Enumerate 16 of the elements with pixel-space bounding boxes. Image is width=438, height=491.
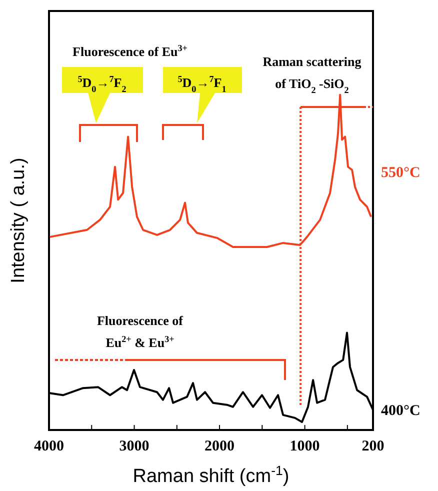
y-axis-title: Intensity ( a.u.) bbox=[8, 158, 29, 284]
x-tick-label: 200 bbox=[362, 438, 384, 455]
annotation: of TiO$_{2}$ -SiO$_{2}$ bbox=[275, 76, 350, 95]
series-label: 550°C bbox=[381, 165, 420, 182]
text: Fluorescence of Eu$^{3+}$ bbox=[72, 43, 188, 59]
annotation: Fluorescence of bbox=[96, 313, 184, 328]
text: $^{5}$D$_{0}$→$^{7}$F$_{2}$ bbox=[78, 74, 127, 94]
x-tick-label: 4000 bbox=[34, 438, 64, 455]
x-tick-label: 1000 bbox=[290, 438, 320, 455]
x-tick-label: 2000 bbox=[204, 438, 235, 455]
text: $^{5}$D$_{0}$→$^{7}$F$_{1}$ bbox=[178, 74, 227, 94]
x-tick-label: 3000 bbox=[119, 438, 150, 455]
annotation: Eu$^{2+}$ & Eu$^{3+}$ bbox=[106, 334, 174, 350]
x-axis-title: Raman shift (cm$^{-1}$) bbox=[132, 462, 290, 487]
series-label: 400°C bbox=[381, 402, 420, 419]
text: Raman scattering bbox=[262, 54, 362, 69]
